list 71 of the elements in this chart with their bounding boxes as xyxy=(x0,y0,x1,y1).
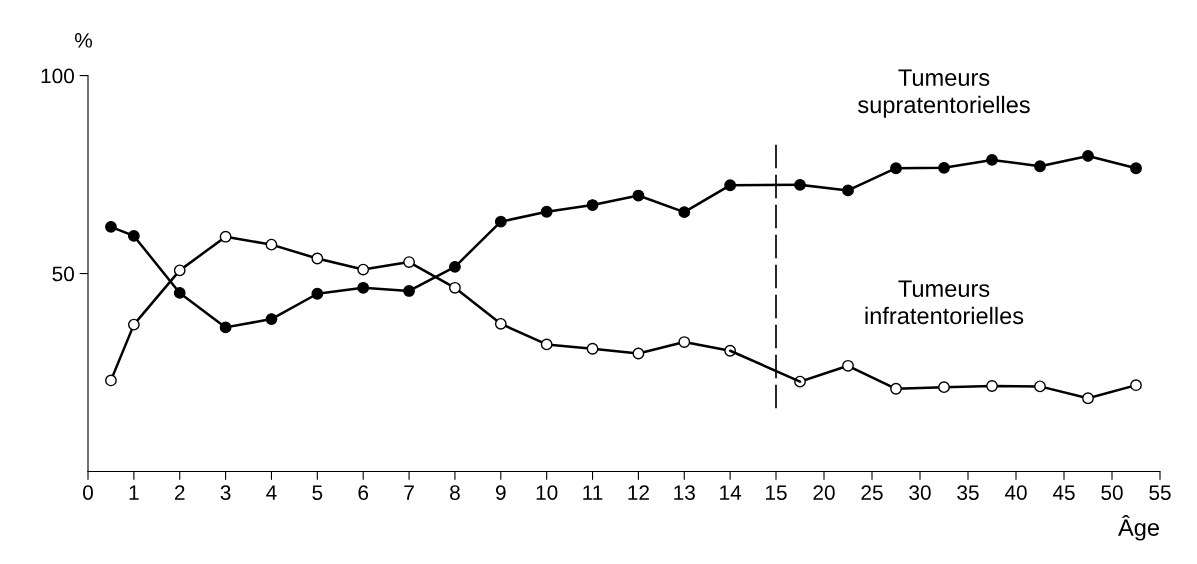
point xyxy=(540,205,553,218)
point xyxy=(403,256,415,268)
x-axis-title: Âge xyxy=(1118,515,1159,541)
x-tick-label: 7 xyxy=(404,485,414,500)
point xyxy=(1130,162,1142,175)
point xyxy=(586,342,599,355)
x-tick-label: 2 xyxy=(174,485,185,500)
x-tick-label: 40 xyxy=(1004,485,1027,500)
point xyxy=(105,374,117,387)
x-tick-label: 8 xyxy=(450,485,460,500)
y-tick-label: 100 xyxy=(41,68,74,84)
point xyxy=(1082,150,1094,162)
point xyxy=(632,189,645,202)
point xyxy=(219,321,232,334)
point xyxy=(127,318,140,331)
x-tick-label: 14 xyxy=(720,485,742,500)
point xyxy=(678,336,691,348)
point xyxy=(494,215,507,228)
point xyxy=(938,161,950,174)
point xyxy=(986,380,998,392)
x-tick-label: 10 xyxy=(536,485,558,500)
point xyxy=(1034,160,1046,173)
x-tick-label: 0 xyxy=(83,485,93,500)
point xyxy=(311,252,324,265)
point xyxy=(127,230,140,242)
x-tick-label: 1 xyxy=(129,485,139,500)
point xyxy=(1082,392,1094,405)
point xyxy=(632,347,645,360)
series-label: Tumeurs infratentorielles xyxy=(865,280,1024,325)
x-tick-label: 12 xyxy=(628,485,649,500)
point xyxy=(1034,380,1046,393)
point xyxy=(265,313,278,325)
x-tick-label: 4 xyxy=(266,485,277,500)
point xyxy=(173,264,186,277)
point xyxy=(890,162,902,175)
x-tick-label: 13 xyxy=(674,485,695,500)
point xyxy=(265,238,278,251)
point xyxy=(586,199,599,211)
point xyxy=(986,154,998,166)
point xyxy=(494,317,507,330)
x-tick-label: 55 xyxy=(1149,485,1171,500)
x-tick-label: 45 xyxy=(1052,485,1075,500)
x-tick-label: 50 xyxy=(1101,485,1123,500)
x-tick-label: 25 xyxy=(861,485,883,500)
point xyxy=(890,382,902,395)
x-tick-label: 30 xyxy=(909,485,931,500)
point xyxy=(219,230,232,243)
point xyxy=(842,359,854,372)
point xyxy=(540,338,553,351)
series-label: Tumeurs supratentorielles xyxy=(858,69,1030,118)
x-tick-label: 20 xyxy=(813,485,835,500)
x-tick-label: 11 xyxy=(583,485,603,500)
x-tick-label: 3 xyxy=(220,485,231,500)
x-tick-label: 6 xyxy=(358,485,369,500)
x-tick-label: 5 xyxy=(312,485,323,500)
point xyxy=(311,287,324,300)
point xyxy=(357,263,370,276)
x-tick-label: 35 xyxy=(957,485,979,500)
point xyxy=(938,381,950,394)
point xyxy=(357,281,370,294)
point xyxy=(173,287,186,299)
point xyxy=(842,184,854,197)
point xyxy=(105,220,117,233)
point xyxy=(678,206,691,219)
x-tick-label: 15 xyxy=(766,485,787,500)
point xyxy=(1130,379,1142,392)
point xyxy=(403,285,415,297)
point xyxy=(449,260,461,273)
point xyxy=(449,281,461,294)
x-tick-label: 9 xyxy=(495,485,506,500)
y-axis-title: % xyxy=(74,33,93,48)
